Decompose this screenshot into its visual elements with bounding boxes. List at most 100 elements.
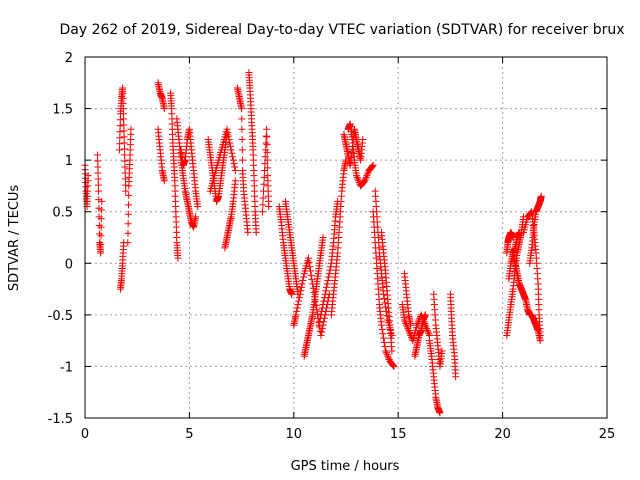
data-point bbox=[229, 156, 237, 164]
data-point bbox=[160, 105, 168, 113]
data-point bbox=[355, 177, 363, 185]
data-point bbox=[384, 354, 392, 362]
data-point bbox=[353, 173, 361, 181]
data-point bbox=[536, 337, 544, 345]
data-point bbox=[362, 173, 370, 181]
data-point bbox=[363, 172, 371, 180]
data-point bbox=[120, 115, 128, 123]
data-point bbox=[318, 328, 326, 336]
data-point bbox=[354, 175, 362, 183]
data-point bbox=[94, 175, 102, 183]
data-point bbox=[97, 249, 105, 257]
data-points bbox=[81, 68, 545, 417]
data-point bbox=[304, 254, 312, 262]
x-tick-label: 20 bbox=[494, 427, 511, 442]
data-point bbox=[262, 132, 270, 140]
data-point bbox=[122, 187, 130, 195]
data-point bbox=[319, 301, 327, 309]
data-point bbox=[317, 311, 325, 319]
data-point bbox=[95, 230, 103, 238]
data-point bbox=[323, 283, 331, 291]
data-point bbox=[120, 145, 128, 153]
data-point bbox=[305, 258, 313, 266]
y-tick-label: 0.5 bbox=[52, 206, 73, 221]
data-point bbox=[94, 151, 102, 159]
data-point bbox=[436, 409, 444, 417]
y-tick-label: 0 bbox=[65, 257, 73, 272]
data-point bbox=[383, 350, 391, 358]
data-point bbox=[95, 196, 103, 204]
data-point bbox=[94, 169, 102, 177]
data-point bbox=[384, 352, 392, 360]
data-point bbox=[299, 276, 307, 284]
data-point bbox=[259, 194, 267, 202]
y-tick-label: 1.5 bbox=[52, 103, 73, 118]
data-point bbox=[316, 318, 324, 326]
data-point bbox=[226, 142, 234, 150]
data-point bbox=[379, 330, 387, 338]
data-point bbox=[369, 161, 377, 169]
data-point bbox=[230, 160, 238, 168]
data-point bbox=[292, 311, 300, 319]
data-point bbox=[121, 175, 129, 183]
data-point bbox=[424, 328, 432, 336]
data-point bbox=[258, 208, 266, 216]
y-tick-label: 2 bbox=[65, 51, 73, 66]
data-point bbox=[228, 149, 236, 157]
data-point bbox=[227, 146, 235, 154]
data-point bbox=[325, 270, 333, 278]
data-point bbox=[174, 254, 182, 262]
y-tick-label: -1.5 bbox=[48, 412, 73, 427]
data-point bbox=[296, 290, 304, 298]
data-point bbox=[313, 310, 321, 318]
data-point bbox=[124, 239, 132, 247]
grid bbox=[85, 57, 607, 418]
x-axis-label: GPS time / hours bbox=[291, 459, 400, 474]
data-point bbox=[315, 321, 323, 329]
x-tick-label: 25 bbox=[599, 427, 616, 442]
data-point bbox=[121, 157, 129, 165]
data-point bbox=[97, 223, 105, 231]
data-point bbox=[120, 133, 128, 141]
data-point bbox=[120, 127, 128, 135]
axis-ticks bbox=[84, 56, 608, 419]
data-point bbox=[231, 166, 239, 174]
data-point bbox=[380, 290, 388, 298]
data-point bbox=[293, 307, 301, 315]
data-point bbox=[319, 234, 327, 241]
data-point bbox=[94, 181, 102, 189]
data-point bbox=[318, 304, 326, 312]
data-point bbox=[321, 290, 329, 298]
data-point bbox=[452, 373, 460, 381]
data-point bbox=[116, 128, 124, 136]
data-point bbox=[231, 163, 239, 171]
data-point bbox=[223, 125, 231, 133]
data-point bbox=[121, 163, 129, 171]
data-point bbox=[308, 276, 316, 284]
data-point bbox=[438, 347, 446, 355]
data-point bbox=[320, 297, 328, 305]
data-point bbox=[260, 173, 268, 181]
data-point bbox=[238, 125, 246, 133]
data-point bbox=[295, 294, 303, 302]
data-point bbox=[389, 362, 397, 370]
data-point bbox=[318, 325, 326, 333]
data-point bbox=[295, 297, 303, 305]
data-point bbox=[238, 115, 246, 123]
data-point bbox=[120, 121, 128, 129]
data-point bbox=[388, 347, 396, 355]
data-point bbox=[98, 197, 106, 205]
data-point bbox=[95, 221, 103, 229]
data-point bbox=[323, 280, 331, 288]
data-point bbox=[298, 280, 306, 288]
data-point bbox=[98, 206, 106, 214]
data-point bbox=[318, 307, 326, 315]
data-point bbox=[124, 229, 132, 237]
x-tick-label: 15 bbox=[390, 427, 407, 442]
chart-title: Day 262 of 2019, Sidereal Day-to-day VTE… bbox=[59, 22, 624, 38]
x-tick-label: 5 bbox=[185, 427, 193, 442]
data-point bbox=[97, 215, 105, 223]
data-point bbox=[326, 266, 334, 274]
data-point bbox=[124, 210, 132, 218]
